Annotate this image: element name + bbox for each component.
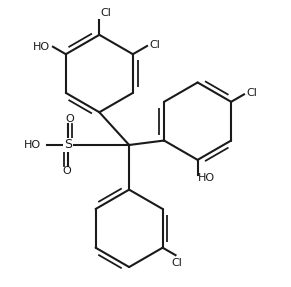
Text: Cl: Cl [101,8,112,18]
Text: O: O [65,114,74,123]
Text: Cl: Cl [172,258,182,268]
Text: HO: HO [24,140,41,150]
Text: O: O [62,166,71,177]
Text: Cl: Cl [149,40,160,50]
Text: HO: HO [198,173,215,183]
Text: Cl: Cl [246,88,258,98]
Text: S: S [64,139,72,152]
Text: HO: HO [33,42,50,52]
